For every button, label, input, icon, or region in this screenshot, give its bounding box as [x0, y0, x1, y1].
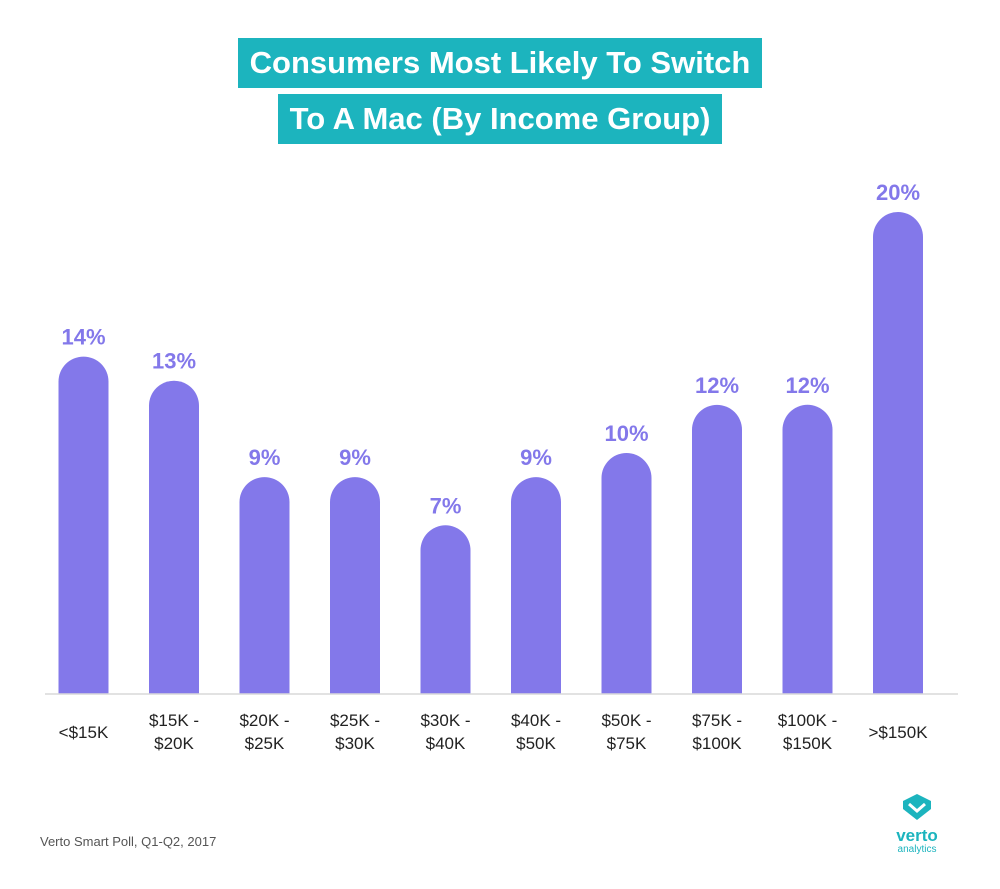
chart-title-line-2: To A Mac (By Income Group) [0, 94, 1000, 144]
value-label-5: 9% [520, 445, 552, 470]
value-label-4: 7% [430, 493, 462, 518]
bar-6 [601, 452, 652, 694]
bar-8 [782, 404, 833, 694]
source-note: Verto Smart Poll, Q1-Q2, 2017 [40, 834, 217, 849]
value-label-7: 12% [695, 373, 739, 398]
bar-3 [330, 477, 380, 694]
value-label-8: 12% [785, 373, 829, 398]
bar-0 [58, 356, 109, 694]
bar-4 [420, 525, 471, 694]
verto-logo: verto analytics [882, 792, 952, 855]
value-label-2: 9% [249, 445, 281, 470]
chart-title-text-2: To A Mac (By Income Group) [277, 94, 723, 144]
x-tick-label-3: $25K -$30K [330, 711, 380, 753]
bar-7 [692, 404, 742, 694]
logo-wordmark: verto [896, 826, 938, 845]
bars-group [58, 212, 923, 694]
x-tick-label-6: $50K -$75K [601, 711, 651, 753]
x-tick-labels-group: <$15K $15K -$20K $20K -$25K $25K -$30K $30K … [59, 711, 929, 753]
chart-title-line-1: Consumers Most Likely To Switch [0, 38, 1000, 88]
x-tick-label-8: $100K -$150K [778, 711, 838, 753]
verto-logo-icon [903, 794, 931, 820]
bar-2 [239, 477, 290, 694]
value-label-3: 9% [339, 445, 371, 470]
x-tick-label-7: $75K -$100K [692, 711, 742, 753]
logo-subtitle: analytics [897, 844, 937, 855]
chart-title-text-1: Consumers Most Likely To Switch [237, 38, 763, 88]
x-tick-label-4: $30K -$40K [420, 711, 470, 753]
value-label-0: 14% [61, 325, 105, 350]
bar-1 [149, 380, 199, 694]
x-tick-label-1: $15K -$20K [149, 711, 199, 753]
bar-9 [873, 212, 923, 694]
value-label-1: 13% [152, 349, 196, 374]
x-tick-label-5: $40K -$50K [511, 711, 561, 753]
x-tick-label-0: <$15K [59, 723, 109, 742]
x-tick-label-2: $20K -$25K [239, 711, 289, 753]
bar-5 [511, 477, 561, 694]
value-label-6: 10% [604, 421, 648, 446]
value-label-9: 20% [876, 180, 920, 205]
value-labels-group: 14% 13% 9% 9% 7% 9% 10% 12% 12% 20% [61, 180, 920, 518]
x-tick-label-9: >$150K [868, 723, 928, 742]
